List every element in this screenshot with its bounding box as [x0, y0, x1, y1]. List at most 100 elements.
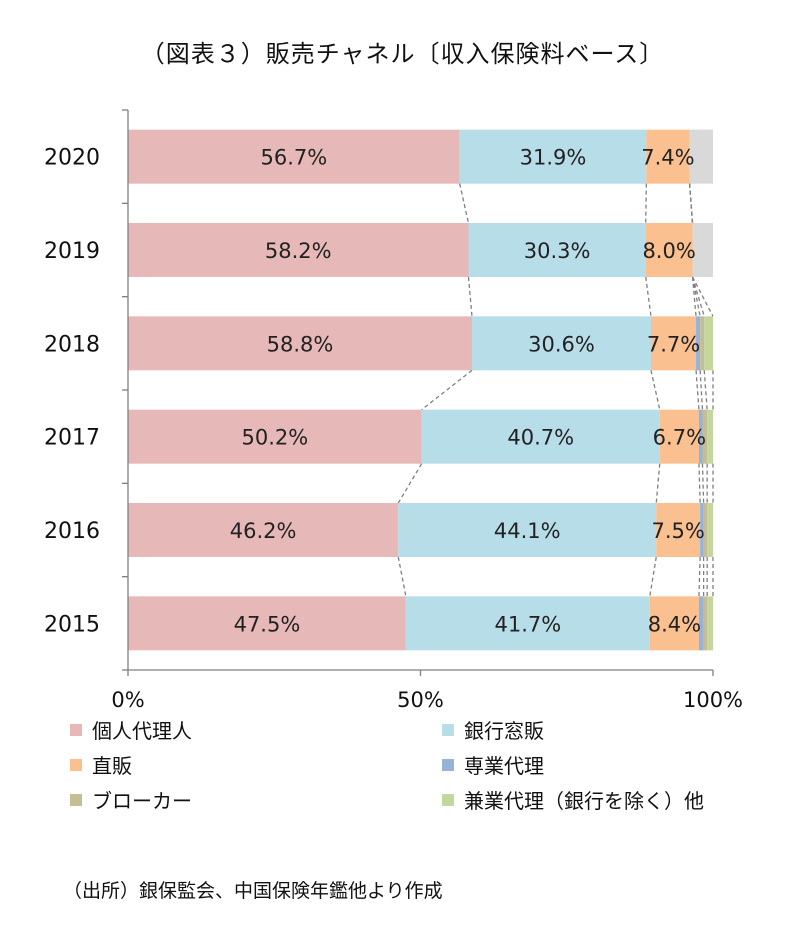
series-line [695, 370, 700, 410]
bar-segment [707, 409, 713, 464]
bar-segment [405, 596, 650, 651]
bar-segment [646, 129, 690, 184]
legend-label: 銀行窓販 [464, 719, 544, 743]
data-label: 30.6% [528, 332, 595, 356]
series-line [421, 369, 473, 411]
series-line [688, 183, 694, 224]
series-line [467, 276, 473, 317]
bar-segment [656, 503, 701, 557]
legend-item: 兼業代理（銀行を除く）他 [442, 785, 704, 814]
series-line [701, 463, 705, 504]
chart-title: （図表３）販売チャネル〔収入保険料ベース〕 [140, 40, 665, 68]
legend-label: 個人代理人 [92, 719, 192, 743]
category-label: 2020 [44, 146, 100, 171]
data-label: 58.8% [267, 332, 334, 356]
data-label: 7.5% [652, 519, 705, 543]
data-label: 7.4% [641, 146, 694, 170]
legend-swatch [70, 758, 82, 771]
data-label: 8.4% [648, 612, 701, 636]
series-line [698, 463, 701, 504]
data-label: 44.1% [494, 519, 561, 543]
series-line [699, 370, 704, 410]
data-label: 40.7% [507, 426, 574, 450]
bar-segment [698, 596, 704, 651]
bar-segment [128, 129, 460, 184]
data-label: 47.5% [234, 612, 301, 636]
legend-swatch [442, 723, 454, 736]
data-label: 7.7% [647, 332, 700, 356]
x-tick-label: 0% [111, 688, 144, 710]
legend-item: 個人代理人 [70, 715, 192, 744]
series-line [691, 276, 697, 317]
bar-segment [700, 316, 705, 371]
legend-swatch [70, 793, 82, 806]
bar-segment [471, 316, 651, 371]
category-label: 2017 [44, 426, 100, 451]
legend-label: 専業代理 [464, 754, 544, 778]
bar-segment [398, 503, 657, 557]
bar-segment [468, 223, 646, 277]
series-line [688, 183, 694, 224]
data-label: 58.2% [265, 239, 332, 263]
legend-swatch [442, 793, 454, 806]
series-line [397, 463, 423, 504]
bar-segment [703, 596, 708, 651]
category-label: 2019 [44, 239, 100, 264]
legend-item: ブローカー [70, 785, 192, 814]
legend-swatch [70, 723, 82, 736]
series-line [645, 276, 652, 317]
bar-segment [659, 409, 699, 464]
series-line [698, 556, 701, 597]
series-line [655, 463, 661, 504]
data-label: 6.7% [653, 426, 706, 450]
bar-segment [650, 316, 697, 371]
bar-segment [698, 409, 703, 464]
legend-item: 専業代理 [442, 750, 544, 779]
data-label: 56.7% [260, 146, 327, 170]
bar-segment [128, 409, 422, 464]
x-tick-label: 100% [683, 688, 743, 710]
legend-item: 銀行窓販 [442, 715, 544, 744]
category-label: 2018 [44, 332, 100, 357]
bar-segment [459, 129, 647, 184]
bar-segment [707, 596, 713, 651]
source-note: （出所）銀保監会、中国保険年鑑他より作成 [63, 880, 443, 902]
series-line [703, 370, 708, 410]
series-line [688, 183, 694, 224]
bar-segment [704, 316, 713, 371]
bar-segment [645, 223, 693, 277]
bar-segment [128, 596, 406, 651]
bar-segment [649, 596, 699, 651]
series-line [691, 276, 714, 317]
bar-segment [692, 223, 713, 277]
bar-segment [128, 223, 469, 277]
bar-segment [421, 409, 660, 464]
bar-segment [128, 316, 472, 371]
bar-segment [707, 503, 713, 557]
series-line [645, 183, 647, 224]
data-label: 50.2% [241, 426, 308, 450]
data-label: 8.0% [642, 239, 695, 263]
series-line [688, 183, 694, 224]
series-line [691, 276, 701, 317]
series-line [459, 183, 470, 224]
bar-segment [702, 409, 708, 464]
data-label: 41.7% [494, 612, 561, 636]
bar-segment [700, 503, 704, 557]
legend-label: 兼業代理（銀行を除く）他 [464, 789, 704, 813]
bar-segment [703, 503, 708, 557]
legend-label: ブローカー [92, 789, 192, 813]
bar-segment [689, 129, 713, 184]
bar-segment [128, 503, 399, 557]
legend-swatch [442, 758, 454, 771]
category-label: 2016 [44, 519, 100, 544]
series-line [397, 556, 407, 597]
data-label: 46.2% [230, 519, 297, 543]
series-line [650, 370, 661, 410]
legend-item: 直販 [70, 750, 132, 779]
data-label: 31.9% [520, 146, 587, 170]
stacked-bar-chart: 2020 2019 2018 2017 2016 2015 56.7% 31.9% 7.4% 58… [44, 109, 743, 710]
data-label: 30.3% [524, 239, 591, 263]
series-line [649, 556, 657, 597]
category-label: 2015 [44, 612, 100, 637]
